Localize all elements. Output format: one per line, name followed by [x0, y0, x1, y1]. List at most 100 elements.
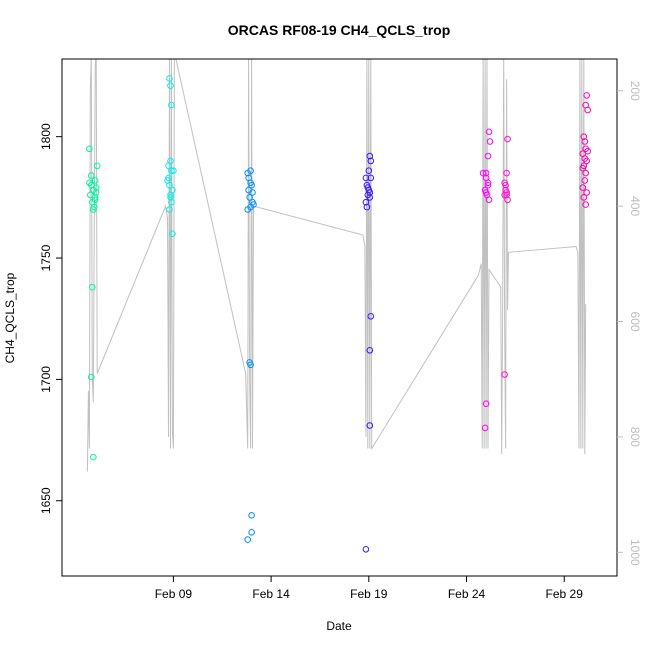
- data-point-rf10: [247, 167, 254, 174]
- y-tick-label: 1800: [39, 123, 53, 150]
- plot-frame: [61, 58, 618, 577]
- data-point-rf10: [248, 529, 255, 536]
- y-tick-label: 1650: [39, 487, 53, 514]
- data-point-rf10: [244, 206, 251, 213]
- data-point-rf12: [481, 424, 489, 432]
- y2-tick-label: 200: [628, 81, 642, 101]
- data-point-rf13: [501, 371, 508, 378]
- data-point-rf11: [367, 174, 375, 182]
- data-point-rf14: [581, 138, 589, 145]
- data-point-rf12: [485, 196, 493, 204]
- data-point-rf10: [244, 536, 251, 543]
- data-point-rf14: [581, 155, 589, 162]
- data-points-layer: [86, 75, 592, 553]
- data-point-rf13: [503, 191, 510, 199]
- data-point-rf14: [580, 133, 588, 140]
- data-point-rf08: [86, 145, 93, 153]
- x-tick-label: Feb 24: [448, 587, 486, 601]
- data-point-rf14: [580, 194, 588, 201]
- y2-tick-label: 600: [628, 312, 642, 332]
- data-point-rf13: [504, 196, 511, 204]
- data-point-rf10: [246, 194, 253, 201]
- data-point-rf12: [484, 181, 492, 189]
- data-point-rf14: [583, 189, 591, 196]
- data-point-rf10: [248, 512, 255, 519]
- data-point-rf09: [166, 75, 173, 82]
- data-point-rf09: [168, 167, 175, 174]
- data-point-rf10: [250, 201, 257, 208]
- data-point-rf13: [503, 189, 510, 196]
- data-point-rf13: [502, 181, 509, 189]
- y2-tick-label: 400: [628, 196, 642, 216]
- data-point-rf09: [168, 101, 175, 109]
- x-tick-label: Feb 19: [350, 587, 388, 601]
- chart-title: ORCAS RF08-19 CH4_QCLS_trop: [228, 22, 451, 38]
- y-tick-label: 1700: [39, 366, 53, 393]
- data-point-rf14: [579, 184, 587, 191]
- x-tick-label: Feb 29: [546, 587, 584, 601]
- data-point-rf14: [579, 164, 587, 172]
- data-point-rf11: [366, 194, 374, 201]
- data-point-rf10: [245, 174, 252, 182]
- y-axis-left: 1650 1700 1750 1800: [39, 123, 62, 514]
- x-axis: Feb 09 Feb 14 Feb 19 Feb 24 Feb 29: [155, 576, 584, 601]
- data-point-rf08: [91, 177, 99, 184]
- data-point-rf11: [362, 174, 370, 182]
- data-point-rf08: [86, 179, 93, 187]
- data-point-rf14: [581, 177, 589, 184]
- data-point-rf09: [170, 167, 177, 174]
- data-point-rf08: [90, 206, 97, 213]
- data-point-rf12: [482, 400, 490, 408]
- data-point-rf11: [367, 157, 375, 165]
- data-point-rf10: [247, 361, 254, 369]
- data-point-rf14: [583, 92, 591, 99]
- x-tick-label: Feb 14: [252, 587, 290, 601]
- data-point-rf11: [365, 167, 373, 174]
- data-point-rf09: [165, 162, 172, 170]
- data-point-rf13: [504, 135, 511, 143]
- data-point-rf09: [166, 206, 173, 213]
- x-tick-label: Feb 09: [155, 587, 193, 601]
- data-point-rf08: [92, 184, 100, 191]
- data-point-rf12: [484, 152, 492, 160]
- data-point-rf08: [90, 453, 97, 461]
- data-point-rf14: [584, 147, 592, 155]
- data-point-rf09: [168, 198, 175, 206]
- y-tick-label: 1750: [39, 244, 53, 271]
- data-point-rf11: [366, 189, 374, 196]
- data-point-rf14: [582, 169, 590, 177]
- data-point-rf08: [88, 373, 95, 381]
- data-point-rf09: [169, 230, 176, 238]
- data-point-rf12: [484, 179, 492, 187]
- data-point-rf12: [482, 169, 490, 177]
- pressure-trace-line: [86, 59, 587, 472]
- data-point-rf12: [482, 189, 490, 196]
- data-point-rf11: [362, 198, 370, 206]
- y2-tick-label: 800: [628, 427, 642, 447]
- data-point-rf11: [362, 546, 370, 553]
- x-axis-label: Date: [326, 619, 352, 633]
- data-point-rf13: [503, 169, 510, 177]
- data-point-rf08: [91, 196, 99, 204]
- data-point-rf09: [167, 191, 174, 199]
- y-axis-right: 200 400 600 800 1000: [617, 81, 642, 566]
- data-point-rf11: [363, 203, 371, 211]
- pressure-trace-layer: [86, 59, 587, 472]
- data-point-rf10: [249, 189, 256, 196]
- data-point-rf08: [92, 189, 100, 196]
- data-point-rf11: [366, 347, 374, 354]
- data-point-rf11: [366, 152, 374, 160]
- data-point-rf12: [479, 169, 487, 177]
- data-point-rf08: [88, 172, 95, 179]
- data-point-rf08: [89, 283, 96, 291]
- data-point-rf12: [485, 128, 493, 136]
- data-point-rf11: [366, 422, 374, 429]
- data-point-rf12: [486, 138, 494, 145]
- data-point-rf11: [367, 313, 375, 320]
- data-point-rf14: [584, 106, 592, 114]
- data-point-rf08: [91, 194, 99, 201]
- data-point-rf08: [93, 162, 101, 170]
- y-axis-label: CH4_QCLS_trop: [3, 272, 17, 363]
- y2-tick-label: 1000: [628, 539, 642, 566]
